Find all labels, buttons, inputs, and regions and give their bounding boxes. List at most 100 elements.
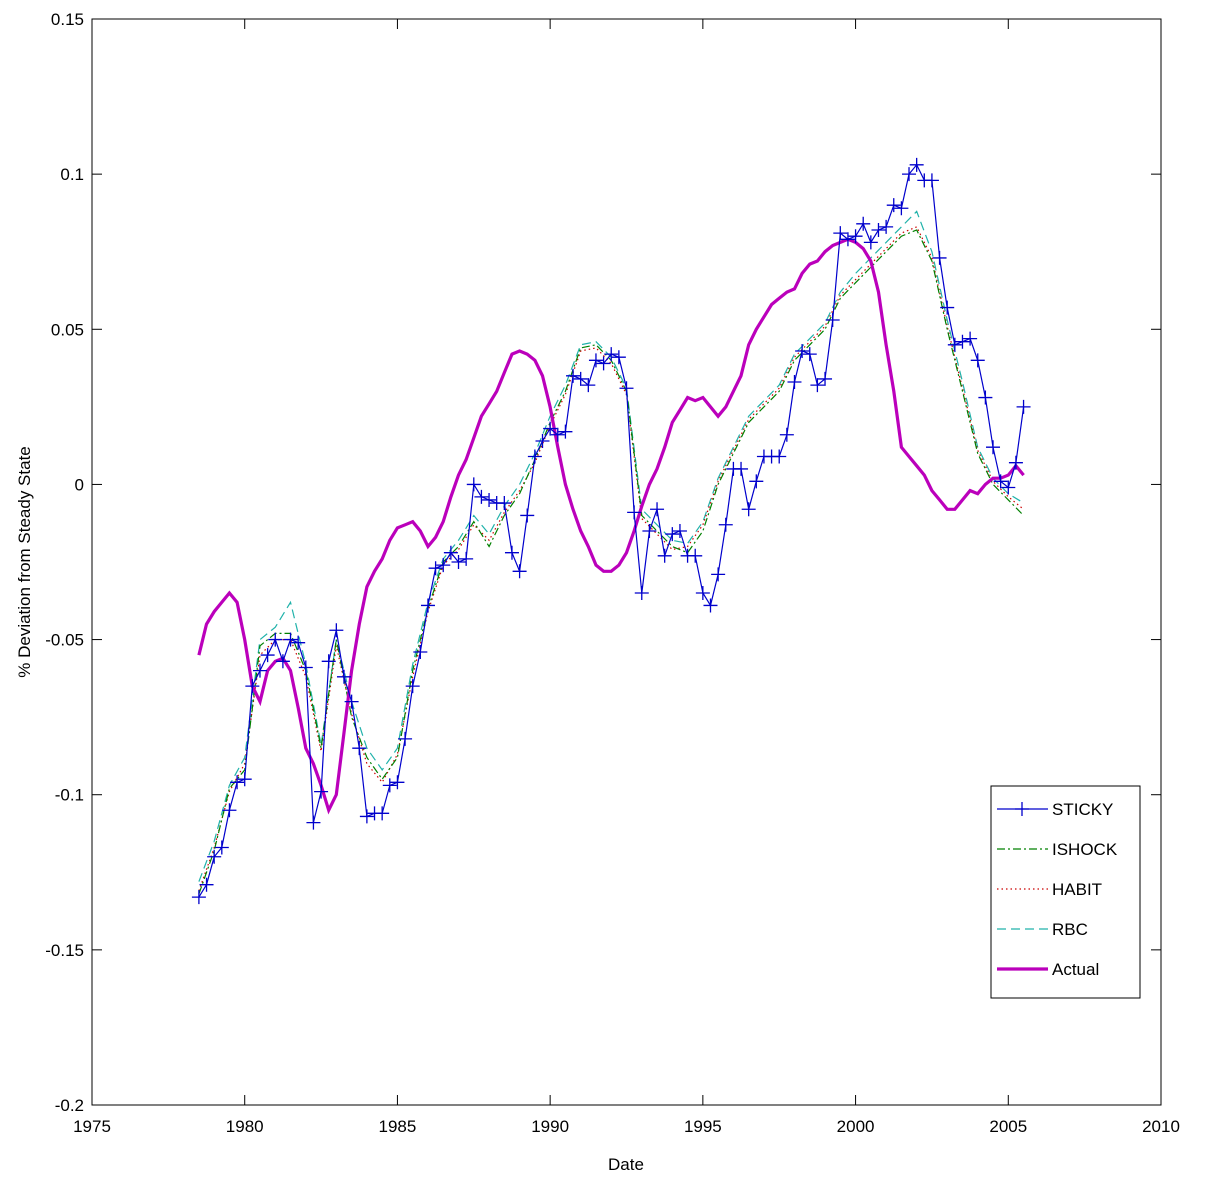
data-point-sticky [581,378,596,393]
data-point-sticky [665,527,680,542]
x-tick-label: 2000 [837,1117,875,1136]
data-point-sticky [970,353,985,368]
data-point-sticky [840,232,855,247]
data-point-sticky [504,545,519,560]
data-point-sticky [527,449,542,464]
data-point-sticky [405,679,420,694]
data-point-sticky [795,344,810,359]
legend-label-habit: HABIT [1052,880,1102,899]
data-point-sticky [672,523,687,538]
data-point-sticky [818,371,833,386]
data-point-sticky [810,378,825,393]
data-point-sticky [734,461,749,476]
data-point-sticky [779,427,794,442]
data-point-sticky [642,523,657,538]
data-point-sticky [825,312,840,327]
data-point-sticky [436,558,451,573]
data-point-sticky [932,250,947,265]
data-point-sticky [443,545,458,560]
data-point-sticky [298,660,313,675]
data-point-sticky [214,840,229,855]
legend-label-ishock: ISHOCK [1052,840,1118,859]
data-point-sticky [291,635,306,650]
legend-label-actual: Actual [1052,960,1099,979]
data-point-sticky [886,198,901,213]
data-point-sticky [596,356,611,371]
y-tick-label: -0.15 [45,941,84,960]
data-point-sticky [573,371,588,386]
data-point-sticky [1001,480,1016,495]
x-tick-label: 2005 [989,1117,1027,1136]
data-point-sticky [978,390,993,405]
data-point-sticky [634,586,649,601]
data-point-sticky [275,654,290,669]
data-point-sticky [352,741,367,756]
data-point-sticky [268,632,283,647]
data-point-sticky [359,809,374,824]
data-point-sticky [986,440,1001,455]
data-point-sticky [482,492,497,507]
plot-area [191,157,1031,905]
data-point-sticky [451,555,466,569]
data-point-sticky [314,784,329,799]
axes-box [91,18,1162,1106]
y-tick-label: -0.05 [45,631,84,650]
series-line-actual [197,237,1025,815]
data-point-sticky [474,489,489,504]
x-tick-label: 1990 [531,1117,569,1136]
data-point-sticky [543,421,558,436]
x-tick-label: 1995 [684,1117,722,1136]
data-point-sticky [191,890,206,905]
data-point-sticky [963,331,978,346]
data-point-sticky [222,803,237,818]
data-point-sticky [894,201,909,216]
data-point-sticky [749,474,764,489]
legend: STICKY ISHOCK HABIT RBC Actual [990,785,1141,999]
data-point-sticky [344,694,359,709]
data-point-sticky [520,508,535,523]
y-tick-label: 0.05 [51,320,84,339]
legend-label-sticky: STICKY [1052,800,1113,819]
data-point-sticky [741,502,756,517]
data-point-sticky [566,368,581,383]
data-point-sticky [611,350,626,365]
data-point-sticky [252,663,267,678]
data-point-sticky [588,353,603,368]
data-point-sticky [703,598,718,613]
y-axis-title: % Deviation from Steady State [15,446,34,678]
data-point-sticky [802,347,817,362]
data-point-sticky [1016,399,1031,414]
x-tick-label: 1985 [379,1117,417,1136]
data-point-sticky [1008,455,1023,470]
data-point-sticky [283,632,298,647]
data-point-sticky [550,427,565,442]
data-point-sticky [718,517,733,532]
data-point-sticky [947,337,962,352]
data-point-sticky [207,849,222,864]
data-point-sticky [940,300,955,315]
data-point-sticky [321,654,336,669]
x-tick-label: 2010 [1142,1117,1180,1136]
y-tick-label: 0 [75,475,84,494]
data-point-sticky [909,157,924,172]
data-point-sticky [413,644,428,659]
data-point-sticky [924,173,939,188]
data-point-sticky [512,564,527,579]
data-point-sticky [902,167,917,182]
legend-label-rbc: RBC [1052,920,1088,939]
axis-ticks: 1975 1980 1985 1990 1995 2000 2005 2010 -0.2 -0.1… [45,10,1180,1136]
data-point-sticky [688,548,703,563]
x-axis-title: Date [608,1155,644,1174]
data-point-sticky [459,551,474,566]
y-tick-label: -0.1 [55,786,84,805]
data-point-sticky [535,433,550,448]
data-point-sticky [336,669,351,684]
data-point-sticky [993,474,1008,489]
data-point-sticky [879,219,894,234]
data-point-sticky [237,772,252,787]
data-point-sticky [558,424,573,439]
data-point-sticky [657,548,672,563]
legend-marker-sticky [1015,802,1029,816]
data-point-sticky [245,679,260,694]
